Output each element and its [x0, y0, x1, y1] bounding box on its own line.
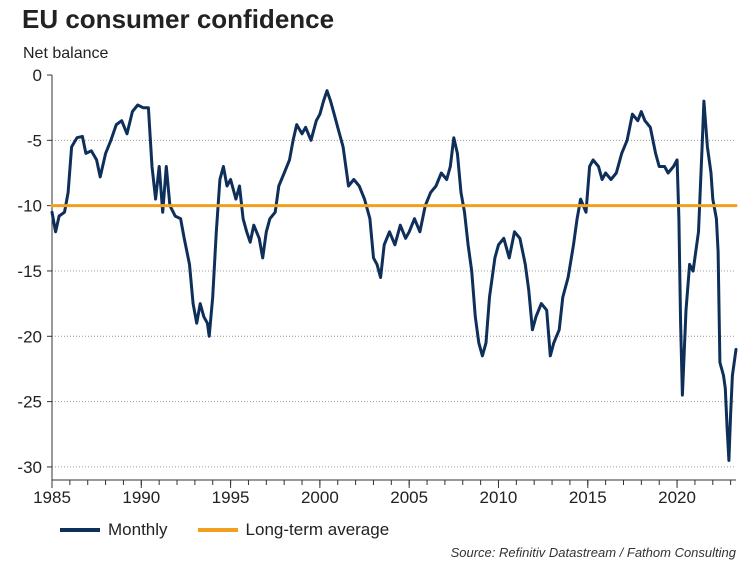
legend-swatch-monthly: [60, 528, 100, 532]
legend-swatch-average: [197, 528, 238, 532]
x-tick-label: 2020: [658, 488, 696, 507]
x-tick-label: 1985: [33, 488, 71, 507]
y-tick-label: -30: [17, 458, 42, 477]
legend-label-monthly: Monthly: [108, 520, 168, 539]
y-tick-label: 0: [33, 66, 42, 85]
legend-label-average: Long-term average: [245, 520, 390, 539]
x-tick-label: 2010: [480, 488, 518, 507]
chart-legend: Monthly Long-term average: [60, 520, 419, 540]
x-tick-label: 2000: [301, 488, 339, 507]
y-tick-label: -5: [27, 131, 42, 150]
x-tick-label: 2005: [390, 488, 428, 507]
chart-title: EU consumer confidence: [22, 4, 335, 34]
source-note: Source: Refinitiv Datastream / Fathom Co…: [450, 545, 736, 560]
y-tick-label: -25: [17, 393, 42, 412]
x-tick-label: 2015: [569, 488, 607, 507]
x-tick-label: 1995: [212, 488, 250, 507]
y-tick-label: -20: [17, 327, 42, 346]
legend-item-average: Long-term average: [197, 520, 390, 540]
y-tick-label: -10: [17, 197, 42, 216]
y-tick-label: -15: [17, 262, 42, 281]
y-axis-unit-label: Net balance: [23, 45, 109, 62]
legend-item-monthly: Monthly: [60, 520, 168, 540]
monthly-series-line: [50, 89, 738, 462]
x-tick-label: 1990: [122, 488, 160, 507]
